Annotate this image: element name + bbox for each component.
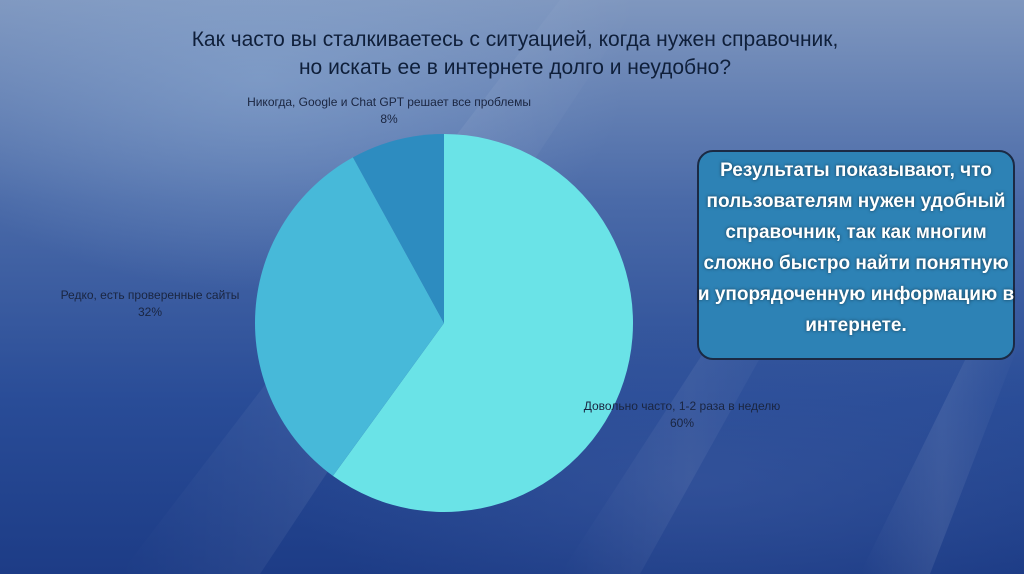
slice-label-1: Довольно часто, 1-2 раза в неделю [584, 399, 781, 413]
slice-value-1: 60% [670, 416, 694, 430]
chart-title: Как часто вы сталкиваетесь с ситуацией, … [191, 28, 839, 79]
callout-text: Результаты показывают, что пользователям… [697, 160, 1015, 336]
slice-value-3: 8% [380, 112, 398, 126]
callout-box [697, 150, 1015, 360]
slice-value-2: 32% [138, 305, 162, 319]
pie-slice-3 [352, 134, 444, 323]
slice-label-2: Редко, есть проверенные сайты [61, 288, 240, 302]
pie-slice-1 [332, 134, 633, 512]
pie-slice-2 [254, 157, 444, 476]
slice-label-3: Никогда, Google и Chat GPT решает все пр… [247, 95, 531, 109]
